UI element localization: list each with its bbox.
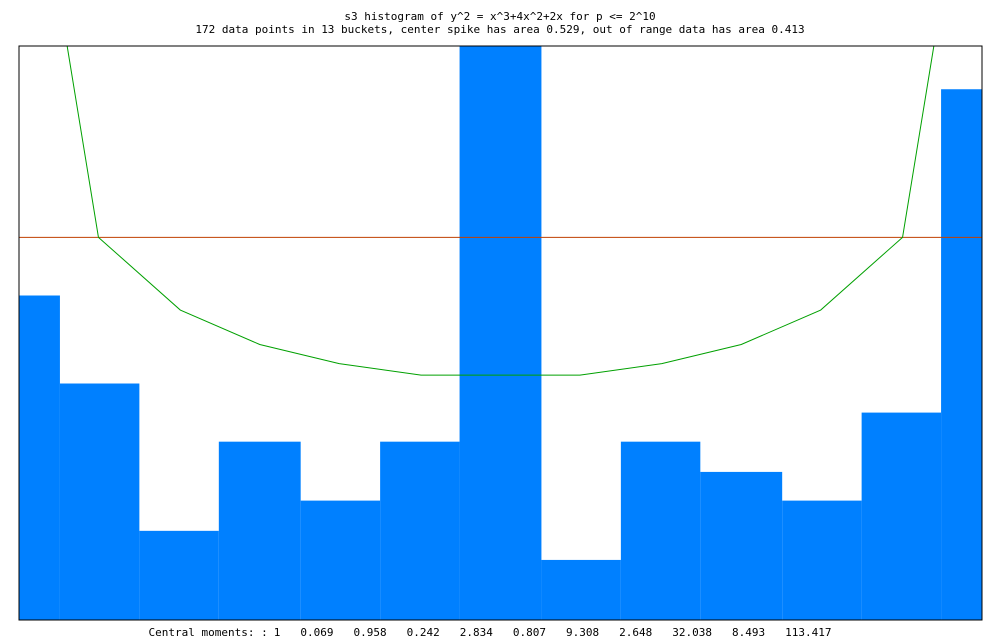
density-curve (66, 45, 935, 376)
moments-label: Central moments: : (149, 626, 268, 639)
bar (861, 412, 942, 620)
moment-value: 8.493 (732, 626, 765, 639)
chart-title: s3 histogram of y^2 = x^3+4x^2+2x for p … (344, 10, 655, 23)
bar (59, 383, 140, 620)
moment-value: 0.807 (513, 626, 546, 639)
moment-value: 0.958 (353, 626, 386, 639)
moment-value: 32.038 (672, 626, 712, 639)
bar (459, 46, 542, 620)
bar (19, 295, 60, 620)
plot-frame (18, 45, 983, 621)
bar (700, 471, 783, 620)
moment-value: 0.069 (300, 626, 333, 639)
bar (782, 500, 862, 620)
moment-value: 9.308 (566, 626, 599, 639)
bar (218, 441, 301, 620)
bar (139, 530, 219, 620)
bar (380, 441, 460, 620)
moment-value: 2.648 (619, 626, 652, 639)
bar (620, 441, 701, 620)
bar (300, 500, 381, 620)
chart-subtitle: 172 data points in 13 buckets, center sp… (195, 23, 804, 36)
moment-value: 2.834 (460, 626, 493, 639)
moment-value: 0.242 (407, 626, 440, 639)
moments-footer: Central moments: : 1 0.069 0.958 0.242 2.834 0… (149, 626, 832, 639)
bar (541, 559, 621, 620)
bar (941, 89, 982, 620)
moment-value: 1 (274, 626, 281, 639)
moment-value: 113.417 (785, 626, 831, 639)
